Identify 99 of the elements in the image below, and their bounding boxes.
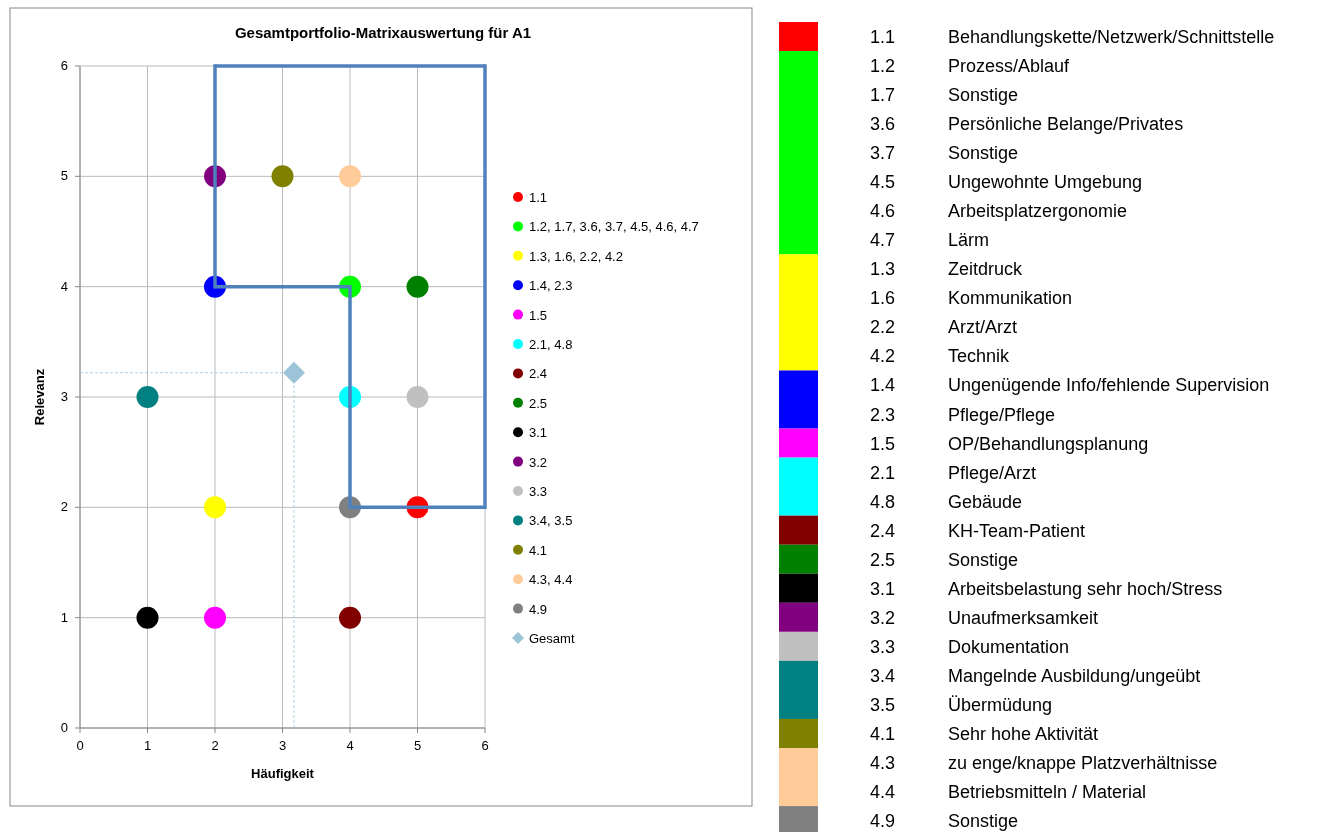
x-tick-label: 3 bbox=[278, 738, 287, 753]
legend-label: 1.5 bbox=[529, 307, 548, 323]
category-label: Unaufmerksamkeit bbox=[948, 607, 1099, 628]
y-tick-label: 3 bbox=[60, 389, 68, 404]
point bbox=[339, 165, 361, 188]
y-tick-label: 2 bbox=[60, 499, 68, 515]
y-tick-label: 5 bbox=[60, 168, 68, 184]
category-label: 4.2 bbox=[870, 346, 896, 367]
legend-label: Gesamt bbox=[529, 631, 575, 646]
legend-label: 1.3, 1.6, 2.2, 4.2 bbox=[529, 248, 623, 264]
category-label: Arzt/Arzt bbox=[948, 317, 1018, 338]
category-label: 2.2 bbox=[870, 317, 896, 338]
point bbox=[136, 386, 159, 408]
legend-label: 2.1, 4.8 bbox=[529, 337, 573, 352]
point bbox=[406, 275, 429, 298]
category-label: 3.2 bbox=[870, 607, 896, 628]
x-tick-label: 2 bbox=[211, 738, 219, 753]
y-tick-label: 4 bbox=[60, 278, 68, 294]
legend-label: 4.3, 4.4 bbox=[529, 572, 573, 588]
category-label: OP/Behandlungsplanung bbox=[948, 433, 1149, 454]
category-label: 3.7 bbox=[870, 143, 896, 164]
point bbox=[271, 165, 294, 188]
category-label: 2.1 bbox=[870, 462, 896, 483]
x-axis-title: Häufigkeit bbox=[251, 766, 315, 781]
category-label: Lärm bbox=[948, 230, 990, 251]
category-label: 4.7 bbox=[870, 230, 896, 251]
x-tick-label: 0 bbox=[76, 738, 84, 753]
category-label: 4.4 bbox=[870, 782, 896, 803]
category-label: 2.5 bbox=[870, 549, 896, 570]
category-label: 3.1 bbox=[870, 578, 896, 599]
legend-label: 1.4, 2.3 bbox=[529, 278, 573, 294]
legend-label: 3.4, 3.5 bbox=[529, 513, 573, 529]
legend-label: 3.1 bbox=[529, 425, 548, 441]
category-label: Gebäude bbox=[948, 491, 1023, 512]
point bbox=[339, 606, 361, 629]
category-label: Pflege/Arzt bbox=[948, 462, 1037, 483]
category-label: Dokumentation bbox=[948, 636, 1070, 657]
legend-label: 1.2, 1.7, 3.6, 3.7, 4.5, 4.6, 4.7 bbox=[529, 219, 699, 235]
chart-title: Gesamtportfolio-Matrixauswertung für A1 bbox=[234, 24, 532, 41]
category-label: Ungewohnte Umgebung bbox=[948, 172, 1143, 193]
category-label: Technik bbox=[948, 346, 1010, 367]
legend-label: 3.2 bbox=[529, 454, 548, 470]
category-label: Pflege/Pflege bbox=[948, 404, 1056, 425]
category-label: Betriebsmitteln / Material bbox=[948, 782, 1147, 803]
x-tick-label: 1 bbox=[143, 738, 152, 753]
legend-label: 2.5 bbox=[529, 395, 548, 411]
point bbox=[406, 386, 429, 408]
x-tick-label: 5 bbox=[413, 738, 422, 753]
category-label: Sonstige bbox=[948, 549, 1019, 570]
category-label: Arbeitsbelastung sehr hoch/Stress bbox=[948, 578, 1223, 599]
category-label: Sonstige bbox=[948, 85, 1019, 106]
y-tick-label: 0 bbox=[60, 720, 68, 735]
legend-label: 4.1 bbox=[529, 542, 548, 558]
point bbox=[204, 496, 226, 519]
category-label: zu enge/knappe Platzverhältnisse bbox=[948, 753, 1218, 773]
category-label: Behandlungskette/Netzwerk/Schnittstelle bbox=[948, 27, 1275, 47]
category-label: Sonstige bbox=[948, 143, 1019, 164]
category-label: 3.4 bbox=[870, 665, 896, 686]
category-label: 3.3 bbox=[870, 636, 896, 657]
legend-label: 4.9 bbox=[529, 601, 548, 617]
category-label: 4.6 bbox=[870, 201, 896, 222]
category-label: Sonstige bbox=[948, 811, 1019, 832]
category-label: Persönliche Belange/Privates bbox=[948, 114, 1184, 135]
category-label: Arbeitsplatzergonomie bbox=[948, 201, 1128, 222]
category-label: 3.5 bbox=[870, 694, 896, 715]
category-label: 1.2 bbox=[870, 56, 896, 77]
point bbox=[136, 606, 159, 629]
category-label: 2.4 bbox=[870, 520, 896, 541]
category-label: Übermüdung bbox=[948, 694, 1053, 715]
category-label: Sehr hohe Aktivität bbox=[948, 723, 1099, 744]
category-label: Ungenügende Info/fehlende Supervision bbox=[948, 375, 1270, 396]
category-label: 1.4 bbox=[870, 375, 896, 396]
category-label: 1.6 bbox=[870, 288, 896, 309]
category-label: Mangelnde Ausbildung/ungeübt bbox=[948, 665, 1201, 686]
y-tick-label: 1 bbox=[60, 609, 68, 625]
category-label: 1.3 bbox=[870, 259, 896, 280]
y-tick-label: 6 bbox=[60, 58, 68, 73]
category-label: 4.9 bbox=[870, 811, 896, 832]
y-axis-title: Relevanz bbox=[32, 368, 47, 426]
category-label: 2.3 bbox=[870, 404, 896, 425]
category-label: Prozess/Ablauf bbox=[948, 56, 1070, 77]
point bbox=[282, 361, 305, 384]
category-label: 1.1 bbox=[870, 27, 896, 47]
x-tick-label: 6 bbox=[481, 738, 489, 753]
category-label: KH-Team-Patient bbox=[948, 520, 1086, 541]
x-tick-label: 4 bbox=[346, 738, 354, 753]
legend-label: 1.1 bbox=[529, 190, 548, 205]
category-label: 4.8 bbox=[870, 491, 896, 512]
legend-label: 3.3 bbox=[529, 484, 548, 499]
category-label: 4.3 bbox=[870, 753, 896, 773]
category-label: Kommunikation bbox=[948, 288, 1073, 309]
legend-label: 2.4 bbox=[529, 366, 548, 382]
point bbox=[204, 606, 226, 629]
category-label: 4.1 bbox=[870, 723, 896, 744]
category-label: 4.5 bbox=[870, 172, 896, 193]
category-label: Zeitdruck bbox=[948, 259, 1023, 280]
category-label: 3.6 bbox=[870, 114, 896, 135]
category-label: 1.5 bbox=[870, 433, 896, 454]
category-label: 1.7 bbox=[870, 85, 896, 106]
